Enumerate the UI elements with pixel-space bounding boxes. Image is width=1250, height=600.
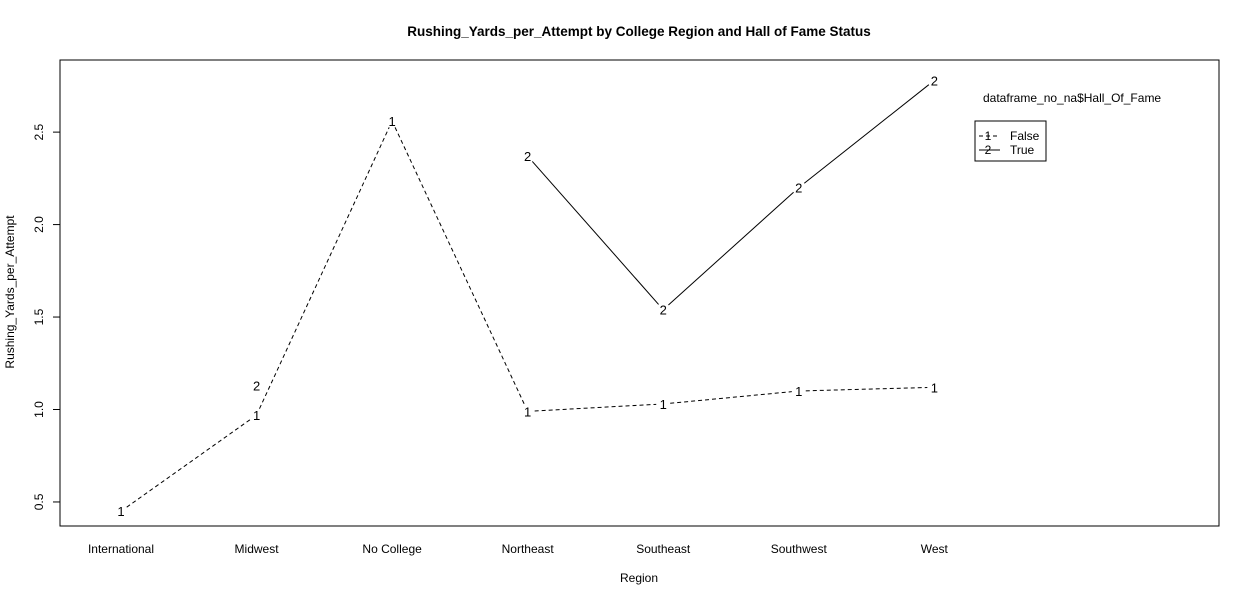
data-point-marker: 2 xyxy=(253,378,260,393)
legend-marker: 2 xyxy=(985,143,992,157)
x-tick-label: Northeast xyxy=(502,542,555,556)
series-line-segment xyxy=(259,127,390,409)
series-line-segment xyxy=(805,387,928,392)
x-axis-label: Region xyxy=(620,571,658,585)
legend-title: dataframe_no_na$Hall_Of_Fame xyxy=(983,91,1161,105)
data-point-marker: 1 xyxy=(524,404,531,419)
series-line-segment xyxy=(668,191,794,306)
series-line-segment xyxy=(534,403,657,412)
data-point-marker: 2 xyxy=(795,181,802,196)
legend-item-true: 2 True xyxy=(979,143,1035,157)
y-tick-label: 1.0 xyxy=(32,401,46,418)
series-line-segment xyxy=(531,161,659,305)
x-tick-label: Midwest xyxy=(235,542,280,556)
legend-label: False xyxy=(1010,129,1040,143)
data-point-marker: 2 xyxy=(524,149,531,164)
data-point-marker: 2 xyxy=(931,73,938,88)
y-tick-label: 1.5 xyxy=(32,308,46,325)
x-tick-label: International xyxy=(88,542,154,556)
data-point-marker: 1 xyxy=(795,384,802,399)
y-tick-label: 0.5 xyxy=(32,493,46,510)
x-tick-label: Southeast xyxy=(636,542,691,556)
data-point-marker: 1 xyxy=(117,504,124,519)
legend: dataframe_no_na$Hall_Of_Fame 1 False 2 True xyxy=(974,91,1161,162)
series-false: 1 1 1 1 1 1 1 xyxy=(117,114,938,519)
data-point-marker: 1 xyxy=(660,397,667,412)
legend-item-false: 1 False xyxy=(979,129,1040,143)
series-true: 2 2 2 2 2 xyxy=(253,73,938,393)
series-line-segment xyxy=(803,84,930,184)
y-axis: 0.5 1.0 1.5 2.0 2.5 xyxy=(32,123,61,510)
series-line-segment xyxy=(126,418,252,508)
data-point-marker: 1 xyxy=(388,114,395,129)
x-tick-label: Southwest xyxy=(771,542,828,556)
legend-label: True xyxy=(1010,143,1035,157)
y-axis-label: Rushing_Yards_per_Attempt xyxy=(3,215,17,369)
data-point-marker: 2 xyxy=(660,303,667,318)
y-tick-label: 2.0 xyxy=(32,216,46,233)
y-tick-label: 2.5 xyxy=(32,123,46,140)
x-axis: International Midwest No College Northeast S… xyxy=(88,542,949,556)
series-line-segment xyxy=(670,391,792,404)
legend-marker: 1 xyxy=(985,129,992,143)
legend-box xyxy=(974,120,1047,162)
data-point-marker: 1 xyxy=(253,408,260,423)
x-tick-label: No College xyxy=(362,542,422,556)
chart-title: Rushing_Yards_per_Attempt by College Reg… xyxy=(407,24,871,39)
series-layer: 1 1 1 1 1 1 1 2 2 2 2 2 xyxy=(117,73,938,519)
x-tick-label: West xyxy=(921,542,949,556)
series-line-segment xyxy=(394,127,526,406)
data-point-marker: 1 xyxy=(931,380,938,395)
